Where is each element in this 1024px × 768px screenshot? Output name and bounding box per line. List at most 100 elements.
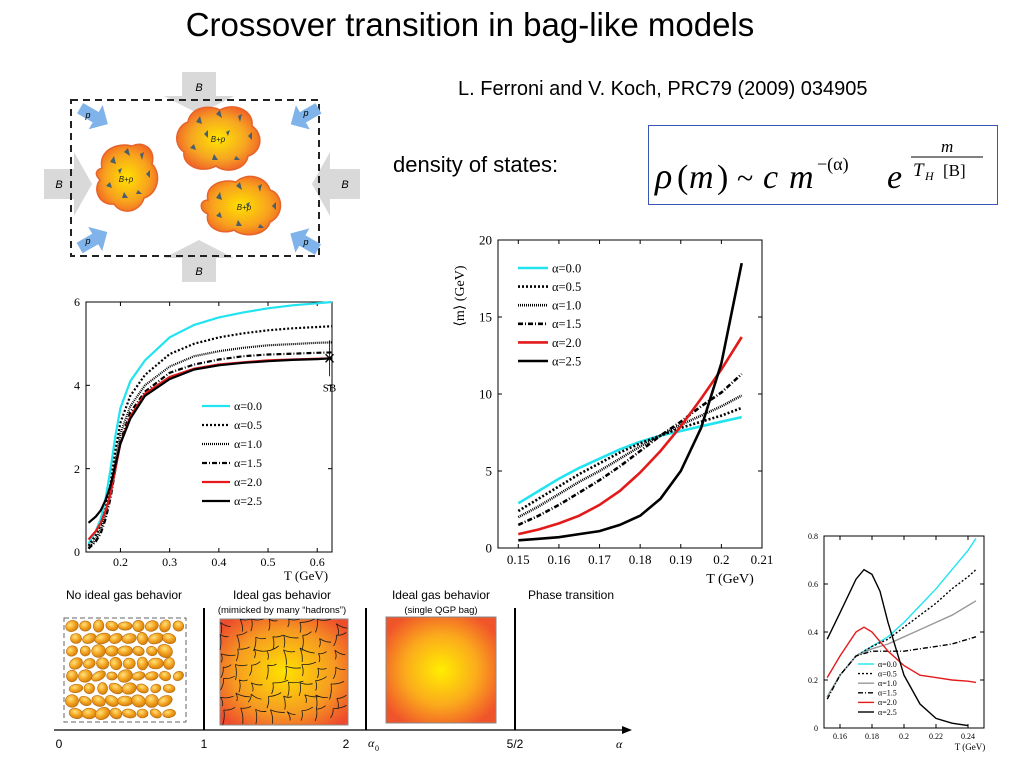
- hadron-boundaries: [219, 618, 348, 726]
- y-tick-label: 5: [486, 464, 493, 479]
- formula-frac-H: H: [924, 169, 935, 183]
- sb-label: SB: [323, 382, 336, 394]
- axis-tick-0: 0: [56, 737, 63, 751]
- formula-exponent: −(α): [817, 154, 849, 175]
- series-line-3: [517, 373, 743, 527]
- pk-arrow-bottom-left: p: [76, 226, 108, 254]
- series-line-1: [517, 406, 743, 513]
- x-tick-label: 0.19: [669, 552, 692, 567]
- formula-box: ρ ( m ) ~ c m −(α) e m T H [B]: [648, 125, 998, 205]
- panel-title-4: Phase transition: [528, 588, 614, 602]
- pressure-arrow-left: B: [44, 152, 92, 216]
- legend-label-4: α=2.0: [878, 698, 897, 707]
- series-line-1: [87, 325, 333, 547]
- formula-close-paren: ): [717, 159, 728, 196]
- panel-qgp-bag: [385, 616, 497, 724]
- series-line-4: [518, 336, 743, 536]
- legend-label-5: α=2.5: [878, 708, 897, 717]
- chart-pressure-svg: 0.2 0.3 0.4 0.5 0.6 0 2 4 6 α=0.0 α=0.5 α=1.0 α=1.5 α…: [6, 295, 336, 583]
- y-tick-label: 20: [479, 233, 492, 248]
- legend-label-1: α=0.5: [234, 418, 262, 432]
- x-tick-label: 0.6: [310, 555, 325, 569]
- series-line-0: [517, 415, 742, 505]
- formula-e: e: [887, 159, 902, 196]
- legend-label-3: α=1.5: [234, 456, 262, 470]
- svg-text:B: B: [195, 82, 202, 94]
- legend-label-3: α=1.5: [878, 689, 897, 698]
- pressure-arrow-right: B: [312, 152, 360, 216]
- x-axis-label: T (GeV): [706, 572, 754, 587]
- alpha-axis-label: α: [616, 737, 623, 751]
- x-tick-label: 0.2: [713, 552, 729, 567]
- x-tick-label: 0.22: [929, 732, 943, 741]
- particle-blob: [159, 670, 172, 682]
- y-tick-label: 0: [486, 541, 493, 556]
- density-formula: ρ ( m ) ~ c m −(α) e m T H [B]: [654, 137, 983, 196]
- axis-tick-alpha0: α: [368, 736, 375, 750]
- series-line-3: [87, 351, 333, 550]
- particle-blob: [95, 706, 111, 721]
- bag-left: B+p: [95, 143, 159, 212]
- formula-rho: ρ: [654, 156, 672, 196]
- particle-blob: [78, 696, 92, 706]
- axis-tick-2: 2: [343, 737, 350, 751]
- pk-arrow-top-left: p: [77, 102, 108, 130]
- svg-text:p: p: [84, 110, 90, 120]
- y-tick-label: 2: [74, 462, 80, 476]
- x-tick-label: 0.2: [899, 732, 909, 741]
- panel-subtitle-3: (single QGP bag): [404, 605, 477, 616]
- particle-blob: [93, 619, 105, 633]
- legend-label-4: α=2.0: [552, 336, 581, 350]
- y-tick-label: 0.2: [808, 676, 818, 685]
- particle-blob: [144, 620, 159, 632]
- particle-blob: [106, 671, 118, 681]
- legend-label-2: α=1.0: [878, 679, 897, 688]
- particle-blob: [162, 709, 176, 718]
- x-tick-label: 0.21: [751, 552, 774, 567]
- particle-blob: [105, 620, 119, 632]
- axis-tick-alpha0-sub: 0: [375, 744, 379, 753]
- alpha-axis-arrow: [622, 726, 632, 734]
- particle-blob: [146, 645, 158, 657]
- legend-label-1: α=0.5: [552, 280, 581, 294]
- particle-blob: [149, 708, 162, 719]
- legend-label-5: α=2.5: [234, 494, 262, 508]
- plot-frame: [823, 535, 985, 729]
- y-tick-label: 6: [74, 295, 80, 309]
- particle-blob: [136, 656, 149, 671]
- slide-title: Crossover transition in bag-like models: [185, 6, 755, 43]
- x-axis-label: T (GeV): [284, 568, 328, 583]
- plot-frame: [497, 239, 763, 549]
- particle-blob: [79, 620, 92, 632]
- particle-blob: [159, 619, 171, 633]
- svg-text:B: B: [341, 179, 348, 191]
- particle-blob: [172, 671, 184, 681]
- particle-blob: [162, 684, 176, 693]
- x-tick-label: 0.18: [865, 732, 879, 741]
- bag-diagram: B B B B p p p: [40, 70, 370, 284]
- legend-label-1: α=0.5: [878, 669, 897, 678]
- particle-blob: [136, 631, 149, 646]
- formula-frac-num: m: [941, 137, 953, 156]
- particle-blob: [157, 695, 173, 707]
- series-line-5: [826, 568, 969, 727]
- particle-blob: [121, 633, 137, 644]
- particle-blob: [131, 694, 146, 708]
- particle-blob: [136, 708, 149, 719]
- svg-text:B+p: B+p: [119, 175, 134, 184]
- particle-blob: [132, 619, 145, 632]
- particle-blob: [65, 694, 79, 708]
- particle-blob: [68, 683, 84, 694]
- panel-title-1: No ideal gas behavior: [66, 588, 182, 602]
- legend-label-0: α=0.0: [552, 261, 581, 275]
- series-line-4: [826, 626, 977, 684]
- y-tick-label: 0.8: [808, 532, 818, 541]
- x-tick-label: 0.17: [588, 552, 611, 567]
- formula-open-paren: (: [677, 159, 688, 196]
- x-tick-label: 0.4: [211, 555, 226, 569]
- formula-frac-B: [B]: [943, 161, 966, 180]
- chart-pressure: 0.2 0.3 0.4 0.5 0.6 0 2 4 6 α=0.0 α=0.5 α=1.0 α=1.5 α…: [6, 292, 350, 586]
- legend-label-2: α=1.0: [552, 299, 581, 313]
- series-line-2: [87, 341, 333, 549]
- particle-blob: [70, 633, 82, 644]
